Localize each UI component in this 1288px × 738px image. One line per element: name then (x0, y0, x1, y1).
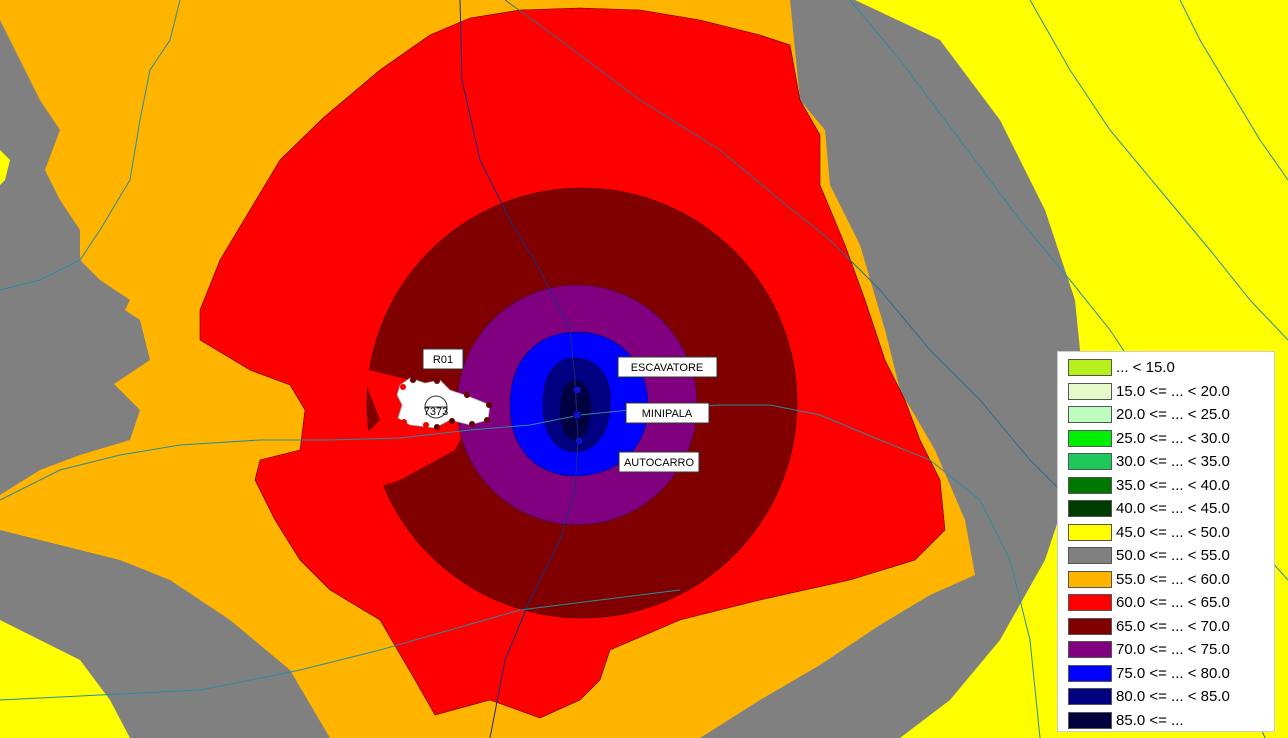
zone-45-50-bottom (0, 620, 130, 738)
legend-item: 20.0 <= ... < 25.0 (1068, 403, 1274, 427)
legend-swatch (1068, 664, 1112, 682)
legend-item: 70.0 <= ... < 75.0 (1068, 638, 1274, 662)
legend: ... < 15.0 15.0 <= ... < 20.0 20.0 <= ... … (1057, 351, 1275, 732)
svg-text:MINIPALA: MINIPALA (642, 408, 693, 420)
legend-item: 55.0 <= ... < 60.0 (1068, 568, 1274, 592)
source-label-escavatore[interactable]: ESCAVATORE (617, 356, 718, 378)
legend-label: 20.0 <= ... < 25.0 (1116, 406, 1230, 424)
legend-swatch (1068, 453, 1112, 471)
legend-swatch (1068, 500, 1112, 518)
legend-swatch (1068, 359, 1112, 377)
legend-item: 35.0 <= ... < 40.0 (1068, 474, 1274, 498)
legend-label: 15.0 <= ... < 20.0 (1116, 382, 1230, 400)
legend-label: 75.0 <= ... < 80.0 (1116, 664, 1230, 682)
legend-swatch (1068, 688, 1112, 706)
legend-item: 60.0 <= ... < 65.0 (1068, 591, 1274, 615)
zone-50-55-left-2 (0, 290, 150, 410)
legend-swatch (1068, 547, 1112, 565)
legend-label: 60.0 <= ... < 65.0 (1116, 594, 1230, 612)
legend-swatch (1068, 523, 1112, 541)
legend-label: ... < 15.0 (1116, 359, 1175, 377)
legend-swatch (1068, 641, 1112, 659)
legend-label: 55.0 <= ... < 60.0 (1116, 570, 1230, 588)
svg-text:ESCAVATORE: ESCAVATORE (631, 362, 704, 374)
legend-label: 85.0 <= ... (1116, 711, 1184, 729)
legend-item: 30.0 <= ... < 35.0 (1068, 450, 1274, 474)
zone-50-55-left (0, 20, 80, 310)
legend-item: 45.0 <= ... < 50.0 (1068, 521, 1274, 545)
legend-swatch (1068, 711, 1112, 729)
noise-sources (572, 385, 584, 446)
legend-item: 85.0 <= ... (1068, 709, 1274, 733)
legend-item: 65.0 <= ... < 70.0 (1068, 615, 1274, 639)
source-label-autocarro[interactable]: AUTOCARRO (618, 451, 700, 473)
legend-swatch (1068, 570, 1112, 588)
legend-label: 40.0 <= ... < 45.0 (1116, 500, 1230, 518)
legend-label: 45.0 <= ... < 50.0 (1116, 523, 1230, 541)
legend-item: ... < 15.0 (1068, 356, 1274, 380)
building-points (400, 377, 492, 430)
legend-label: 80.0 <= ... < 85.0 (1116, 688, 1230, 706)
zone-85-plus (560, 380, 592, 440)
legend-swatch (1068, 406, 1112, 424)
zone-45-50-left (0, 150, 10, 185)
legend-item: 40.0 <= ... < 45.0 (1068, 497, 1274, 521)
legend-swatch (1068, 476, 1112, 494)
legend-swatch (1068, 617, 1112, 635)
svg-text:AUTOCARRO: AUTOCARRO (624, 457, 695, 469)
receiver-label[interactable]: R01 (422, 348, 464, 370)
legend-label: 30.0 <= ... < 35.0 (1116, 453, 1230, 471)
legend-item: 50.0 <= ... < 55.0 (1068, 544, 1274, 568)
source-label-minipala[interactable]: MINIPALA (625, 402, 710, 424)
svg-text:R01: R01 (433, 354, 453, 366)
legend-label: 70.0 <= ... < 75.0 (1116, 641, 1230, 659)
legend-label: 35.0 <= ... < 40.0 (1116, 476, 1230, 494)
legend-item: 80.0 <= ... < 85.0 (1068, 685, 1274, 709)
legend-label: 50.0 <= ... < 55.0 (1116, 547, 1230, 565)
legend-swatch (1068, 382, 1112, 400)
legend-swatch (1068, 429, 1112, 447)
building-id-label: 7373 (424, 406, 448, 418)
legend-label: 65.0 <= ... < 70.0 (1116, 617, 1230, 635)
legend-item: 25.0 <= ... < 30.0 (1068, 427, 1274, 451)
legend-label: 25.0 <= ... < 30.0 (1116, 429, 1230, 447)
legend-item: 75.0 <= ... < 80.0 (1068, 662, 1274, 686)
legend-swatch (1068, 594, 1112, 612)
legend-item: 15.0 <= ... < 20.0 (1068, 380, 1274, 404)
